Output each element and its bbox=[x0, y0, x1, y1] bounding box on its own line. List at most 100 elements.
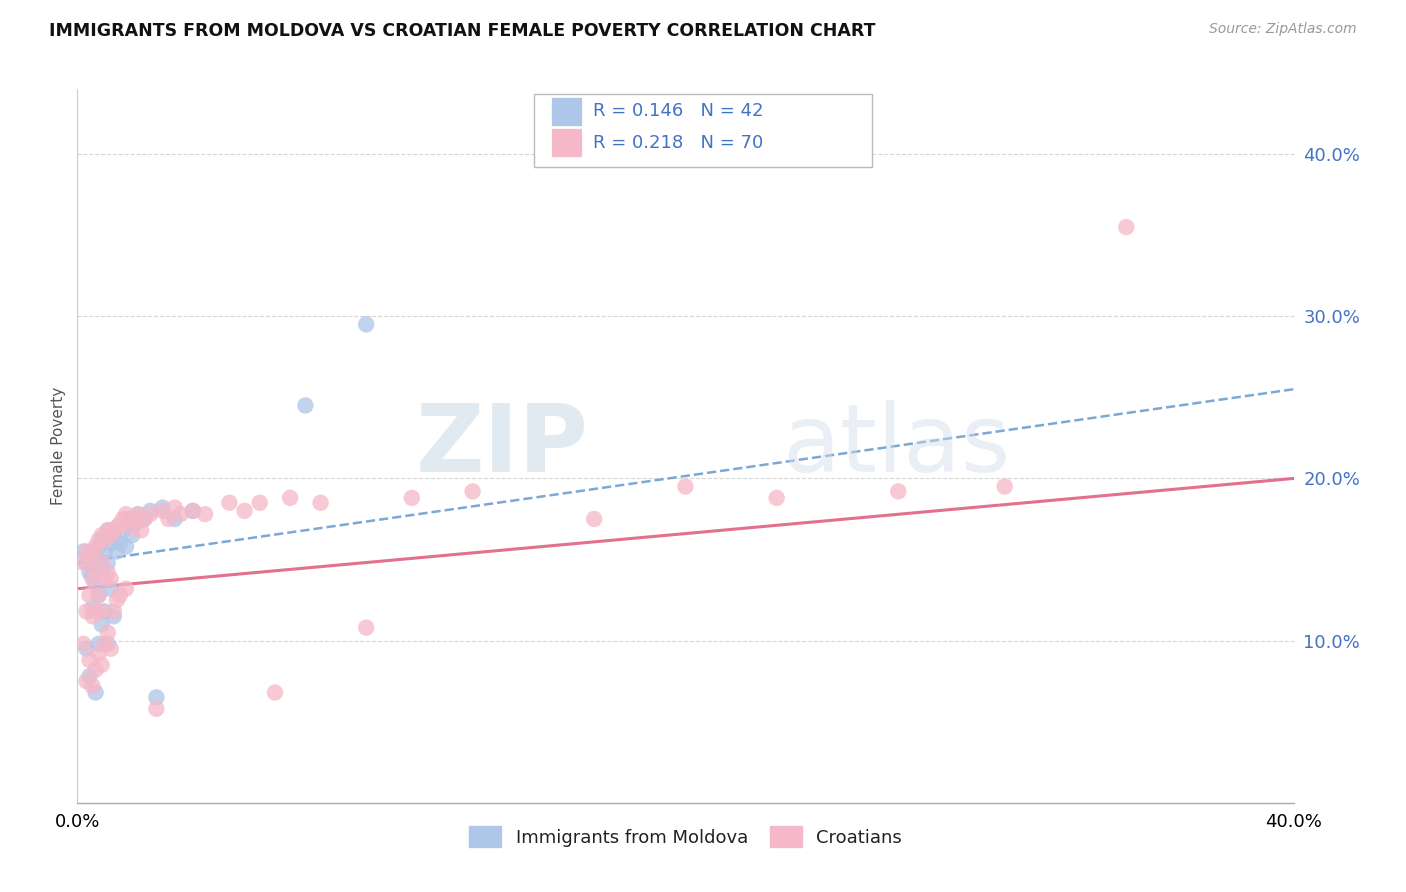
Point bbox=[90, 533, 112, 547]
Text: R = 0.218   N = 70: R = 0.218 N = 70 bbox=[593, 134, 763, 152]
Point bbox=[145, 690, 167, 705]
Point bbox=[87, 647, 110, 661]
Point bbox=[115, 507, 138, 521]
Point bbox=[90, 528, 112, 542]
Point bbox=[108, 588, 131, 602]
Point bbox=[93, 604, 115, 618]
Point bbox=[152, 500, 174, 515]
Point bbox=[90, 556, 112, 570]
Point bbox=[108, 536, 131, 550]
Point bbox=[87, 533, 110, 547]
Point bbox=[994, 479, 1017, 493]
Point bbox=[87, 540, 110, 554]
Point bbox=[121, 528, 143, 542]
Point bbox=[93, 544, 115, 558]
Point bbox=[79, 552, 101, 566]
Point bbox=[118, 512, 141, 526]
Point bbox=[461, 484, 484, 499]
Point bbox=[111, 512, 134, 526]
Point bbox=[1115, 220, 1137, 235]
Point bbox=[103, 528, 125, 542]
Point bbox=[194, 507, 217, 521]
Point bbox=[82, 601, 104, 615]
Point bbox=[111, 524, 134, 538]
Point bbox=[90, 617, 112, 632]
Point bbox=[75, 641, 97, 656]
Point bbox=[115, 540, 138, 554]
Point bbox=[84, 540, 107, 554]
Point bbox=[82, 572, 104, 586]
Point bbox=[163, 512, 186, 526]
Point bbox=[127, 507, 149, 521]
Point bbox=[87, 588, 110, 602]
Point bbox=[103, 609, 125, 624]
Point bbox=[79, 669, 101, 683]
Point bbox=[84, 663, 107, 677]
Point bbox=[75, 556, 97, 570]
Point bbox=[294, 399, 316, 413]
Point bbox=[82, 544, 104, 558]
Point bbox=[90, 604, 112, 618]
Point bbox=[105, 593, 128, 607]
Point bbox=[134, 512, 156, 526]
Point bbox=[84, 685, 107, 699]
Point bbox=[145, 702, 167, 716]
Point bbox=[97, 637, 120, 651]
Point bbox=[87, 637, 110, 651]
Point bbox=[354, 621, 377, 635]
Point bbox=[72, 556, 94, 570]
Point bbox=[249, 496, 271, 510]
Point bbox=[134, 512, 156, 526]
Point bbox=[105, 520, 128, 534]
Text: IMMIGRANTS FROM MOLDOVA VS CROATIAN FEMALE POVERTY CORRELATION CHART: IMMIGRANTS FROM MOLDOVA VS CROATIAN FEMA… bbox=[49, 22, 876, 40]
Text: R = 0.146   N = 42: R = 0.146 N = 42 bbox=[593, 103, 763, 120]
Point bbox=[79, 588, 101, 602]
Point bbox=[233, 504, 256, 518]
Point bbox=[75, 604, 97, 618]
Point bbox=[124, 516, 146, 531]
Point bbox=[103, 524, 125, 538]
Text: atlas: atlas bbox=[783, 400, 1011, 492]
Point bbox=[100, 641, 122, 656]
Point bbox=[84, 566, 107, 580]
Point bbox=[675, 479, 697, 493]
Point bbox=[181, 504, 204, 518]
Point bbox=[139, 507, 162, 521]
Point bbox=[100, 582, 122, 596]
Point bbox=[84, 604, 107, 618]
Point bbox=[887, 484, 910, 499]
Point bbox=[170, 507, 193, 521]
Point bbox=[97, 625, 120, 640]
Point bbox=[90, 560, 112, 574]
Point bbox=[152, 504, 174, 518]
Text: Source: ZipAtlas.com: Source: ZipAtlas.com bbox=[1209, 22, 1357, 37]
Text: ZIP: ZIP bbox=[415, 400, 588, 492]
Point bbox=[309, 496, 332, 510]
Point bbox=[264, 685, 287, 699]
Point bbox=[157, 512, 180, 526]
Point bbox=[103, 604, 125, 618]
Point bbox=[105, 544, 128, 558]
Point bbox=[84, 549, 107, 564]
Point bbox=[90, 657, 112, 672]
Point bbox=[97, 524, 120, 538]
Point bbox=[75, 544, 97, 558]
Y-axis label: Female Poverty: Female Poverty bbox=[51, 387, 66, 505]
Legend: Immigrants from Moldova, Croatians: Immigrants from Moldova, Croatians bbox=[461, 819, 910, 855]
Point bbox=[87, 588, 110, 602]
Point bbox=[84, 577, 107, 591]
Point bbox=[765, 491, 787, 505]
Point bbox=[115, 582, 138, 596]
Point bbox=[129, 524, 152, 538]
Point bbox=[218, 496, 240, 510]
Point bbox=[121, 520, 143, 534]
Point bbox=[93, 572, 115, 586]
Point bbox=[72, 544, 94, 558]
Point bbox=[79, 566, 101, 580]
Point bbox=[118, 512, 141, 526]
Point bbox=[100, 528, 122, 542]
Point bbox=[401, 491, 423, 505]
Point bbox=[93, 533, 115, 547]
Point bbox=[97, 556, 120, 570]
Point bbox=[82, 679, 104, 693]
